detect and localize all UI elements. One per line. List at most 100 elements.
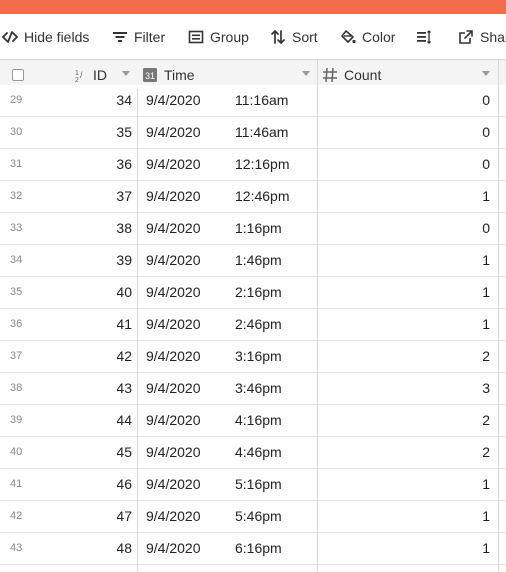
- cell-count[interactable]: 0: [482, 92, 490, 108]
- row-number: 39: [10, 414, 23, 426]
- cell-time[interactable]: 2:46pm: [235, 316, 282, 332]
- cell-time[interactable]: 11:16am: [235, 92, 289, 108]
- cell-count[interactable]: 1: [482, 476, 490, 492]
- hash-field-icon: [322, 67, 338, 83]
- share-button[interactable]: Share: [458, 28, 506, 46]
- cell-id[interactable]: 34: [116, 92, 132, 108]
- cell-time[interactable]: 12:46pm: [235, 188, 290, 204]
- row-number: 40: [10, 446, 23, 458]
- table-row[interactable]: 40 45 9/4/2020 4:46pm 2: [0, 437, 506, 469]
- row-number: 31: [10, 158, 23, 170]
- cell-time[interactable]: 4:46pm: [235, 444, 282, 460]
- cell-id[interactable]: 44: [116, 412, 132, 428]
- group-label: Group: [210, 29, 249, 45]
- cell-time[interactable]: 11:46am: [235, 124, 289, 140]
- cell-time[interactable]: 6:16pm: [235, 540, 282, 556]
- cell-id[interactable]: 43: [116, 380, 132, 396]
- checkbox-icon[interactable]: [12, 68, 24, 81]
- cell-date[interactable]: 9/4/2020: [146, 348, 201, 364]
- cell-count[interactable]: 1: [482, 316, 490, 332]
- cell-date[interactable]: 9/4/2020: [146, 476, 201, 492]
- select-all-cell[interactable]: [12, 60, 26, 89]
- cell-count[interactable]: 1: [482, 540, 490, 556]
- cell-time[interactable]: 3:16pm: [235, 348, 282, 364]
- table-row[interactable]: 42 47 9/4/2020 5:46pm 1: [0, 501, 506, 533]
- cell-count[interactable]: 1: [482, 252, 490, 268]
- cell-count[interactable]: 0: [482, 124, 490, 140]
- cell-count[interactable]: 1: [482, 284, 490, 300]
- table-row[interactable]: 31 36 9/4/2020 12:16pm 0: [0, 149, 506, 181]
- cell-date[interactable]: 9/4/2020: [146, 540, 201, 556]
- sort-button[interactable]: Sort: [270, 28, 318, 46]
- share-icon: [458, 29, 474, 45]
- table-row[interactable]: 43 48 9/4/2020 6:16pm 1: [0, 533, 506, 565]
- color-button[interactable]: Color: [340, 28, 395, 46]
- cell-time[interactable]: 1:46pm: [235, 252, 282, 268]
- table-row[interactable]: 30 35 9/4/2020 11:46am 0: [0, 117, 506, 149]
- table-row[interactable]: 41 46 9/4/2020 5:16pm 1: [0, 469, 506, 501]
- cell-date[interactable]: 9/4/2020: [146, 444, 201, 460]
- chevron-down-icon[interactable]: [122, 71, 130, 76]
- cell-count[interactable]: 1: [482, 188, 490, 204]
- cell-count[interactable]: 2: [482, 412, 490, 428]
- column-header-time[interactable]: 31 Time: [142, 60, 318, 89]
- table-row[interactable]: 39 44 9/4/2020 4:16pm 2: [0, 405, 506, 437]
- cell-id[interactable]: 39: [116, 252, 132, 268]
- cell-date[interactable]: 9/4/2020: [146, 508, 201, 524]
- table-row[interactable]: 34 39 9/4/2020 1:46pm 1: [0, 245, 506, 277]
- cell-id[interactable]: 48: [116, 540, 132, 556]
- table-row[interactable]: 37 42 9/4/2020 3:16pm 2: [0, 341, 506, 373]
- cell-date[interactable]: 9/4/2020: [146, 284, 201, 300]
- cell-count[interactable]: 0: [482, 156, 490, 172]
- row-number: 37: [10, 350, 23, 362]
- cell-time[interactable]: 5:16pm: [235, 476, 282, 492]
- cell-id[interactable]: 37: [116, 188, 132, 204]
- chevron-down-icon[interactable]: [482, 71, 490, 76]
- cell-date[interactable]: 9/4/2020: [146, 124, 201, 140]
- table-row[interactable]: 33 38 9/4/2020 1:16pm 0: [0, 213, 506, 245]
- cell-time[interactable]: 3:46pm: [235, 380, 282, 396]
- column-header-count[interactable]: Count: [322, 60, 498, 89]
- cell-date[interactable]: 9/4/2020: [146, 92, 201, 108]
- cell-time[interactable]: 2:16pm: [235, 284, 282, 300]
- cell-count[interactable]: 0: [482, 220, 490, 236]
- cell-time[interactable]: 1:16pm: [235, 220, 282, 236]
- row-height-button[interactable]: [416, 28, 438, 46]
- cell-date[interactable]: 9/4/2020: [146, 380, 201, 396]
- cell-date[interactable]: 9/4/2020: [146, 188, 201, 204]
- cell-id[interactable]: 47: [116, 508, 132, 524]
- table-row[interactable]: 38 43 9/4/2020 3:46pm 3: [0, 373, 506, 405]
- group-button[interactable]: Group: [188, 28, 249, 46]
- row-height-icon: [416, 29, 432, 45]
- cell-count[interactable]: 2: [482, 348, 490, 364]
- cell-time[interactable]: 5:46pm: [235, 508, 282, 524]
- cell-id[interactable]: 41: [116, 316, 132, 332]
- cell-id[interactable]: 40: [116, 284, 132, 300]
- cell-id[interactable]: 42: [116, 348, 132, 364]
- cell-id[interactable]: 36: [116, 156, 132, 172]
- cell-id[interactable]: 35: [116, 124, 132, 140]
- cell-date[interactable]: 9/4/2020: [146, 220, 201, 236]
- chevron-down-icon[interactable]: [302, 71, 310, 76]
- cell-date[interactable]: 9/4/2020: [146, 252, 201, 268]
- hide-fields-button[interactable]: Hide fields: [2, 28, 89, 46]
- column-header-id[interactable]: 1 2/ ID: [74, 60, 138, 89]
- table-row[interactable]: 35 40 9/4/2020 2:16pm 1: [0, 277, 506, 309]
- cell-date[interactable]: 9/4/2020: [146, 412, 201, 428]
- cell-date[interactable]: 9/4/2020: [146, 316, 201, 332]
- cell-time[interactable]: 12:16pm: [235, 156, 290, 172]
- table-row[interactable]: 36 41 9/4/2020 2:46pm 1: [0, 309, 506, 341]
- row-number: 34: [10, 254, 23, 266]
- cell-date[interactable]: 9/4/2020: [146, 156, 201, 172]
- cell-count[interactable]: 1: [482, 508, 490, 524]
- cell-count[interactable]: 3: [482, 380, 490, 396]
- cell-id[interactable]: 45: [116, 444, 132, 460]
- cell-id[interactable]: 46: [116, 476, 132, 492]
- cell-time[interactable]: 4:16pm: [235, 412, 282, 428]
- filter-button[interactable]: Filter: [112, 28, 165, 46]
- primary-column-divider: [137, 89, 138, 572]
- cell-count[interactable]: 2: [482, 444, 490, 460]
- table-row[interactable]: 32 37 9/4/2020 12:46pm 1: [0, 181, 506, 213]
- cell-id[interactable]: 38: [116, 220, 132, 236]
- table-row[interactable]: 29 34 9/4/2020 11:16am 0: [0, 85, 506, 117]
